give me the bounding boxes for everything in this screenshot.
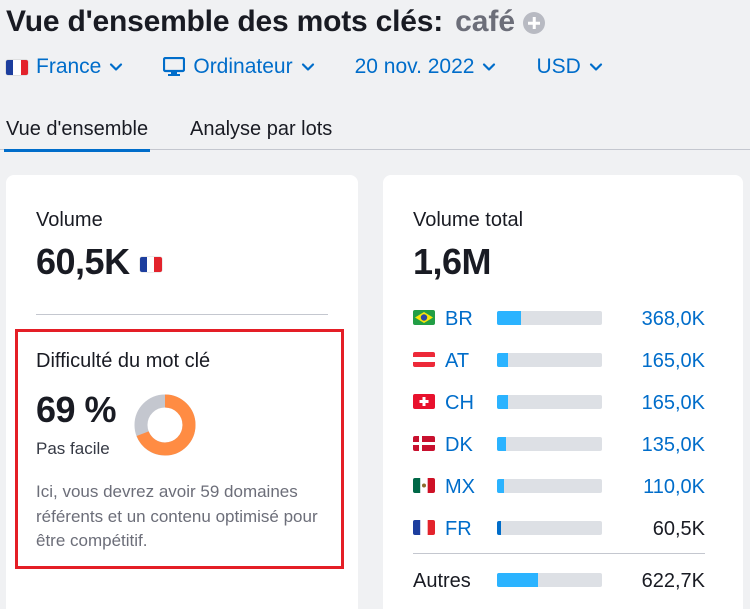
- france-flag-icon: [139, 256, 162, 272]
- country-code[interactable]: BR: [445, 308, 473, 330]
- others-row: Autres 622,7K: [413, 568, 713, 598]
- country-volume-bar: [497, 437, 602, 451]
- volume-label: Volume: [36, 209, 103, 231]
- total-volume-label: Volume total: [413, 209, 524, 231]
- mx-flag-icon: [413, 478, 435, 493]
- country-code[interactable]: FR: [445, 518, 472, 540]
- country-volume-value[interactable]: 165,0K: [641, 350, 705, 372]
- country-volume-bar: [497, 479, 602, 493]
- country-volume-value[interactable]: 368,0K: [641, 308, 705, 330]
- difficulty-level: Pas facile: [36, 439, 110, 458]
- br-flag-icon: [413, 310, 435, 325]
- volume-value: 60,5K: [36, 241, 130, 282]
- country-code[interactable]: DK: [445, 434, 473, 456]
- currency-filter[interactable]: USD: [536, 55, 602, 79]
- country-volume-bar-fill: [497, 311, 522, 325]
- country-row-ch: CH 165,0K: [413, 390, 713, 420]
- add-keyword-icon[interactable]: [523, 12, 546, 34]
- country-filter[interactable]: France: [6, 55, 123, 79]
- country-volume-bar-fill: [497, 437, 506, 451]
- others-bar-fill: [497, 573, 538, 587]
- currency-filter-label: USD: [536, 55, 581, 78]
- device-filter[interactable]: Ordinateur: [163, 55, 314, 79]
- country-volume-bar: [497, 395, 602, 409]
- country-row-br: BR 368,0K: [413, 306, 713, 336]
- country-volume-bar: [497, 353, 602, 367]
- country-volume-value: 60,5K: [652, 518, 705, 540]
- chevron-down-icon: [589, 63, 602, 71]
- others-bar: [497, 573, 602, 587]
- tab-bar: Vue d'ensemble Analyse par lots: [0, 108, 750, 152]
- date-filter[interactable]: 20 nov. 2022: [355, 55, 497, 79]
- ch-flag-icon: [413, 394, 435, 409]
- tab-overview[interactable]: Vue d'ensemble: [3, 118, 151, 152]
- keyword-difficulty-section: [15, 329, 344, 569]
- others-label: Autres: [413, 570, 471, 592]
- volume-card: Volume 60,5K Difficulté du mot clé 69 % …: [6, 175, 358, 609]
- country-volume-bar-fill: [497, 479, 505, 493]
- divider: [413, 553, 705, 554]
- page-header: Vue d'ensemble des mots clés: café: [6, 2, 546, 42]
- difficulty-donut-chart: [134, 394, 196, 456]
- country-row-at: AT 165,0K: [413, 348, 713, 378]
- difficulty-description: Ici, vous devrez avoir 59 domaines référ…: [36, 482, 318, 550]
- country-volume-bar: [497, 521, 602, 535]
- dk-flag-icon: [413, 436, 435, 451]
- chevron-down-icon: [301, 63, 314, 71]
- chevron-down-icon: [483, 63, 496, 71]
- country-volume-bar: [497, 311, 602, 325]
- total-volume-value: 1,6M: [413, 241, 492, 282]
- total-volume-card: Volume total 1,6M BR 368,0K AT 165,0K CH 165,…: [383, 175, 743, 609]
- country-volume-value[interactable]: 135,0K: [641, 434, 705, 456]
- country-row-dk: DK 135,0K: [413, 432, 713, 462]
- country-volume-bar-fill: [497, 395, 508, 409]
- difficulty-value: 69 %: [36, 389, 117, 430]
- tab-bulk-analysis[interactable]: Analyse par lots: [190, 118, 333, 140]
- country-row-mx: MX 110,0K: [413, 474, 713, 504]
- difficulty-donut-fill: [134, 394, 196, 456]
- others-value: 622,7K: [641, 570, 705, 592]
- device-filter-label: Ordinateur: [193, 55, 293, 78]
- country-code[interactable]: MX: [445, 476, 475, 498]
- country-volume-value[interactable]: 110,0K: [643, 476, 705, 498]
- country-row-fr: FR 60,5K: [413, 516, 713, 546]
- country-filter-label: France: [36, 55, 102, 78]
- country-code[interactable]: CH: [445, 392, 474, 414]
- fr-flag-icon: [413, 520, 435, 535]
- page-title: Vue d'ensemble des mots clés:: [6, 5, 444, 38]
- at-flag-icon: [413, 352, 435, 367]
- france-flag-icon: [6, 59, 28, 75]
- date-filter-label: 20 nov. 2022: [354, 55, 475, 78]
- divider: [36, 314, 328, 315]
- filter-bar: France Ordinateur 20 nov. 2022 USD: [6, 50, 603, 84]
- country-volume-bar-fill: [497, 353, 508, 367]
- country-code[interactable]: AT: [445, 350, 470, 372]
- difficulty-label: Difficulté du mot clé: [36, 350, 211, 372]
- monitor-icon: [163, 57, 186, 76]
- country-volume-value[interactable]: 165,0K: [641, 392, 705, 414]
- country-volume-bar-fill: [497, 521, 502, 535]
- keyword-label: café: [455, 5, 516, 38]
- chevron-down-icon: [110, 63, 123, 71]
